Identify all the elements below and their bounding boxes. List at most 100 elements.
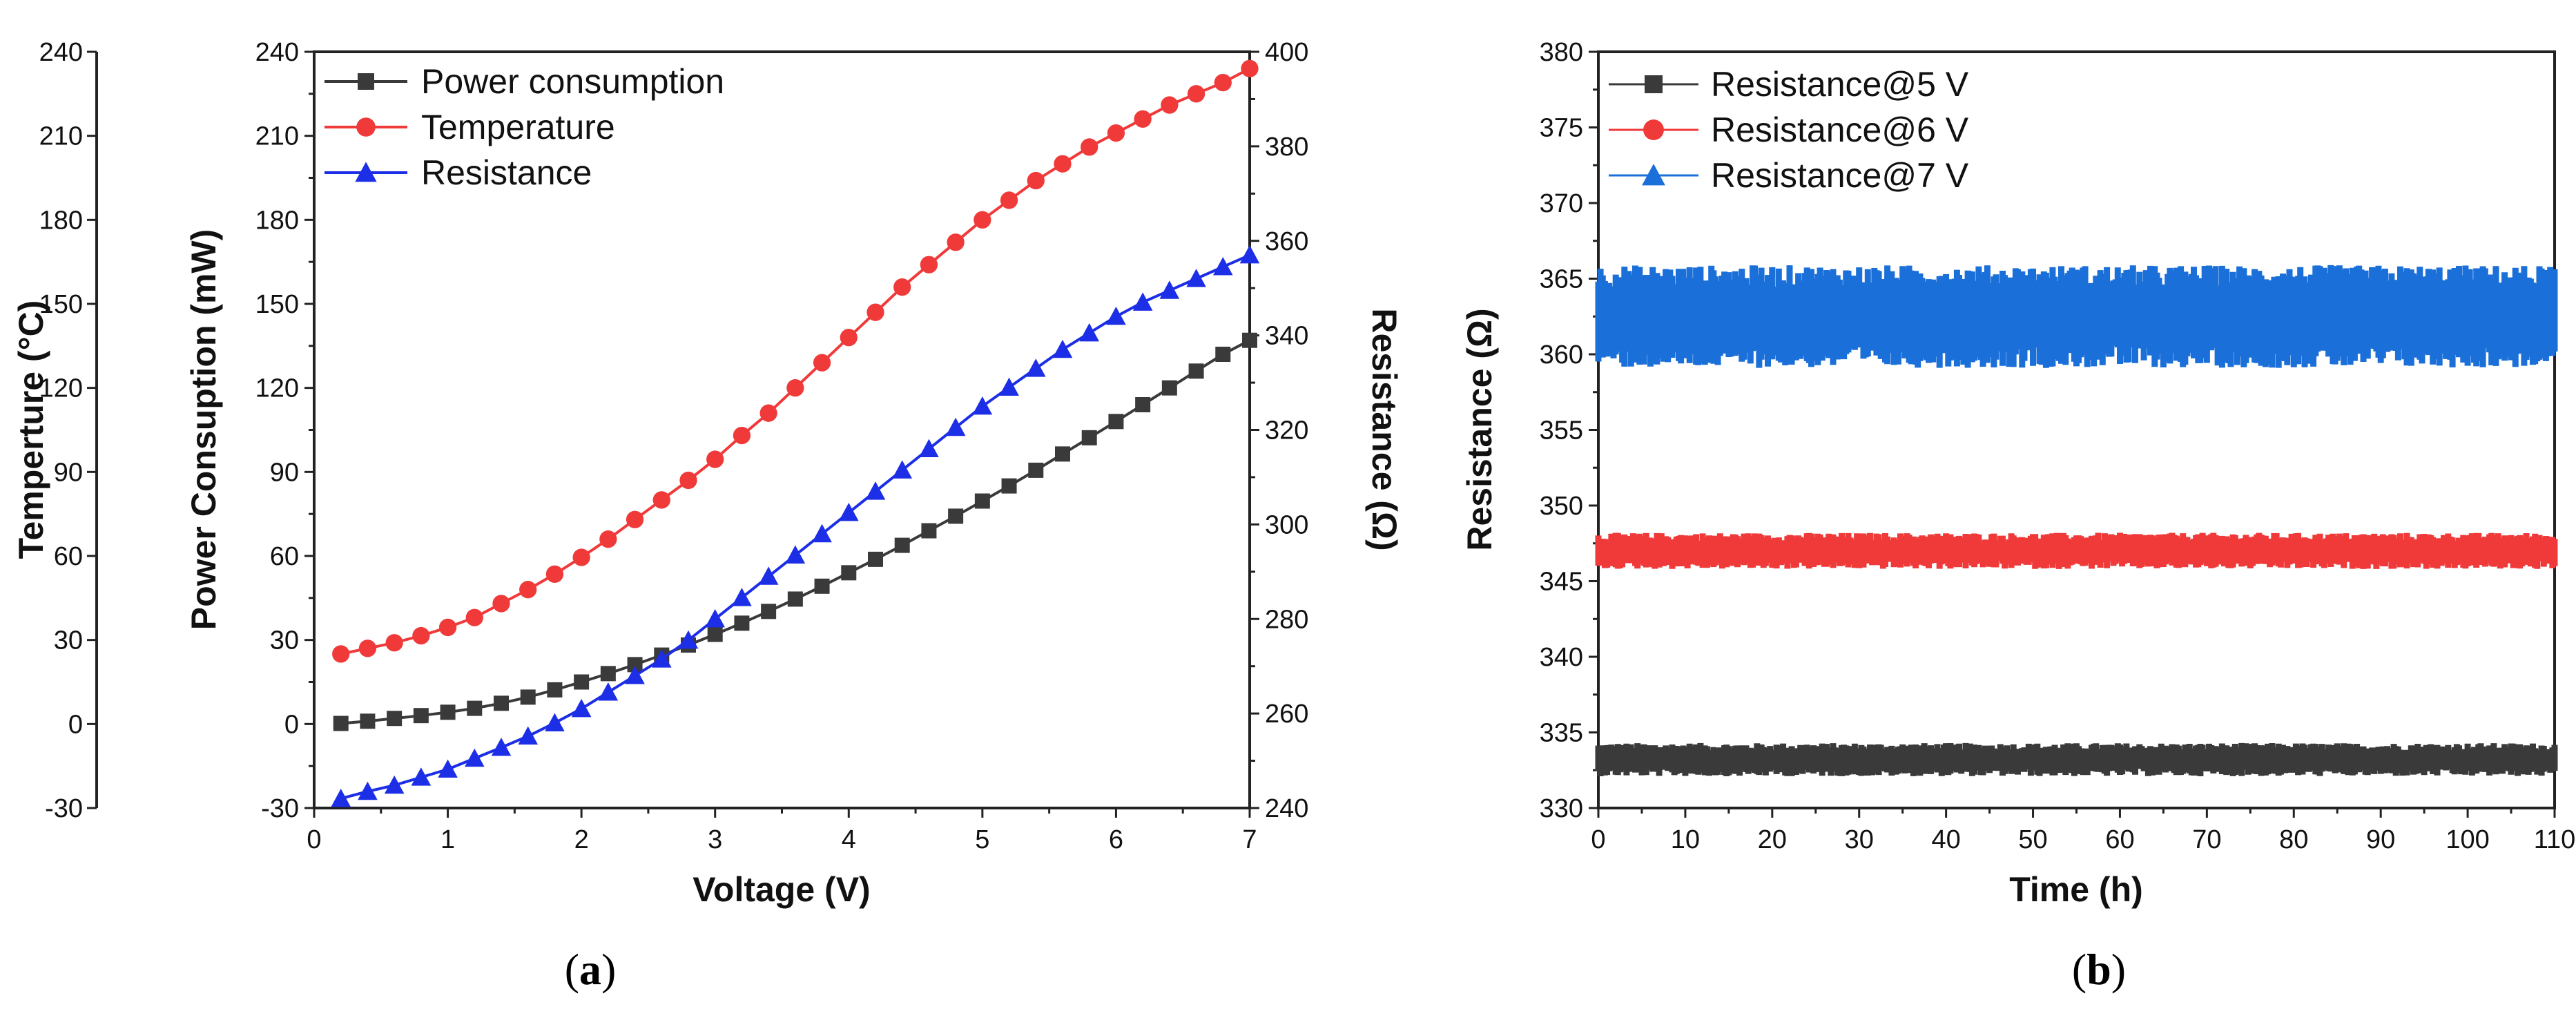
a-xtick-label: 4 xyxy=(842,825,856,854)
a-data-point xyxy=(492,595,510,613)
a-data-point xyxy=(1135,397,1151,412)
a-xtick-label: 0 xyxy=(307,825,321,854)
a-res-tick-label: 380 xyxy=(1265,133,1308,162)
b-ytick-label: 370 xyxy=(1540,189,1583,218)
a-data-point xyxy=(333,715,349,731)
a-data-point xyxy=(1215,347,1231,362)
a-data-point xyxy=(813,354,831,372)
a-data-point xyxy=(440,704,456,720)
a-series-line xyxy=(340,338,1250,725)
a-xtick-label: 3 xyxy=(708,825,722,854)
a-resistance-label: Resistance (Ω) xyxy=(1365,308,1404,550)
b-legend-marker xyxy=(1642,164,1665,186)
a-power-tick-label: 120 xyxy=(255,374,299,403)
a-xtick-label: 1 xyxy=(440,825,455,854)
a-data-point xyxy=(948,508,964,524)
a-data-point xyxy=(1000,191,1018,209)
a-data-point xyxy=(545,565,564,584)
a-data-point xyxy=(1108,414,1124,430)
a-caption-letter: a xyxy=(579,945,601,994)
a-data-point xyxy=(545,713,565,731)
a-data-point xyxy=(358,640,377,657)
a-data-point xyxy=(465,608,483,626)
a-temperature-label: Temperture (°C) xyxy=(12,300,50,559)
a-data-point xyxy=(1081,138,1098,156)
a-legend-marker xyxy=(355,162,377,182)
a-data-point xyxy=(464,748,485,767)
a-temp-tick-label: 150 xyxy=(39,290,83,319)
a-power-label: Power Consuption (mW) xyxy=(184,229,223,631)
a-power-tick-label: 90 xyxy=(270,458,299,487)
b-xtick-label: 30 xyxy=(1845,825,1874,854)
a-temp-tick-label: 210 xyxy=(39,122,83,151)
b-ytick-label: 335 xyxy=(1540,719,1583,748)
panel-b: 0 10 20 30 40 50 60 70 80 90 100 110 330 335 340 345 350… xyxy=(1460,38,2575,994)
a-data-point xyxy=(1081,430,1097,445)
a-data-point xyxy=(547,682,563,698)
b-ytick-label: 355 xyxy=(1540,416,1583,445)
a-data-point xyxy=(519,581,537,599)
b-band xyxy=(1595,742,2558,776)
a-data-point xyxy=(412,626,430,645)
a-data-point xyxy=(411,767,432,786)
a-power-tick-label: 30 xyxy=(270,626,299,655)
b-legend-marker xyxy=(1645,75,1663,93)
a-data-point xyxy=(1028,462,1044,478)
b-xtick-label: 0 xyxy=(1591,825,1605,854)
a-data-point xyxy=(1161,96,1179,114)
a-power-tick-label: 0 xyxy=(284,710,299,739)
b-ytick-label: 365 xyxy=(1540,265,1583,294)
a-data-point xyxy=(520,689,536,705)
a-data-point xyxy=(974,493,990,509)
a-data-point xyxy=(920,256,938,273)
a-caption: (a) xyxy=(565,945,617,994)
a-data-point xyxy=(600,666,616,682)
a-data-point xyxy=(678,630,699,649)
a-temp-tick-label: 0 xyxy=(68,710,83,739)
b-ytick-label: 375 xyxy=(1540,114,1583,143)
a-data-point xyxy=(838,502,859,521)
a-temp-tick-label: 60 xyxy=(54,542,83,571)
a-data-point xyxy=(571,698,592,718)
a-data-point xyxy=(1027,171,1045,190)
a-data-point xyxy=(734,615,750,631)
a-data-point xyxy=(1001,478,1017,494)
a-data-point xyxy=(785,545,806,564)
b-ytick-label: 330 xyxy=(1540,794,1583,823)
b-ytick-label: 360 xyxy=(1540,340,1583,369)
a-data-point xyxy=(625,666,645,684)
a-data-point xyxy=(598,682,619,701)
a-data-point xyxy=(384,775,405,794)
a-data-point xyxy=(919,439,939,458)
a-data-point xyxy=(1054,155,1072,173)
a-data-point xyxy=(1106,306,1126,325)
a-data-point xyxy=(1212,257,1233,276)
a-data-point xyxy=(866,303,884,321)
b-caption-letter: b xyxy=(2086,945,2111,994)
a-data-point xyxy=(732,588,752,606)
b-xtick-label: 10 xyxy=(1671,825,1700,854)
a-data-point xyxy=(627,657,643,673)
a-data-point xyxy=(868,551,883,567)
a-temp-tick-label: 180 xyxy=(39,206,83,235)
a-res-tick-label: 320 xyxy=(1265,416,1308,445)
a-data-point xyxy=(972,396,993,415)
a-data-point xyxy=(786,379,804,397)
a-data-point xyxy=(1241,59,1259,77)
a-legend-marker xyxy=(358,73,374,90)
a-data-point xyxy=(1186,269,1206,287)
b-legend: Resistance@5 V Resistance@6 V Resistance@7… xyxy=(1609,65,1969,195)
b-xtick-label: 60 xyxy=(2105,825,2134,854)
a-data-point xyxy=(599,530,617,548)
b-series xyxy=(1595,265,2558,776)
a-data-point xyxy=(945,417,966,436)
a-temp-tick-label: -30 xyxy=(45,794,83,823)
a-series-line xyxy=(340,253,1250,800)
a-data-point xyxy=(758,566,779,585)
b-series-resistance-7-v xyxy=(1595,265,2558,368)
b-legend-marker xyxy=(1643,119,1664,140)
a-legend-label: Resistance xyxy=(421,153,592,192)
a-data-point xyxy=(1187,85,1205,103)
a-data-point xyxy=(759,404,777,422)
